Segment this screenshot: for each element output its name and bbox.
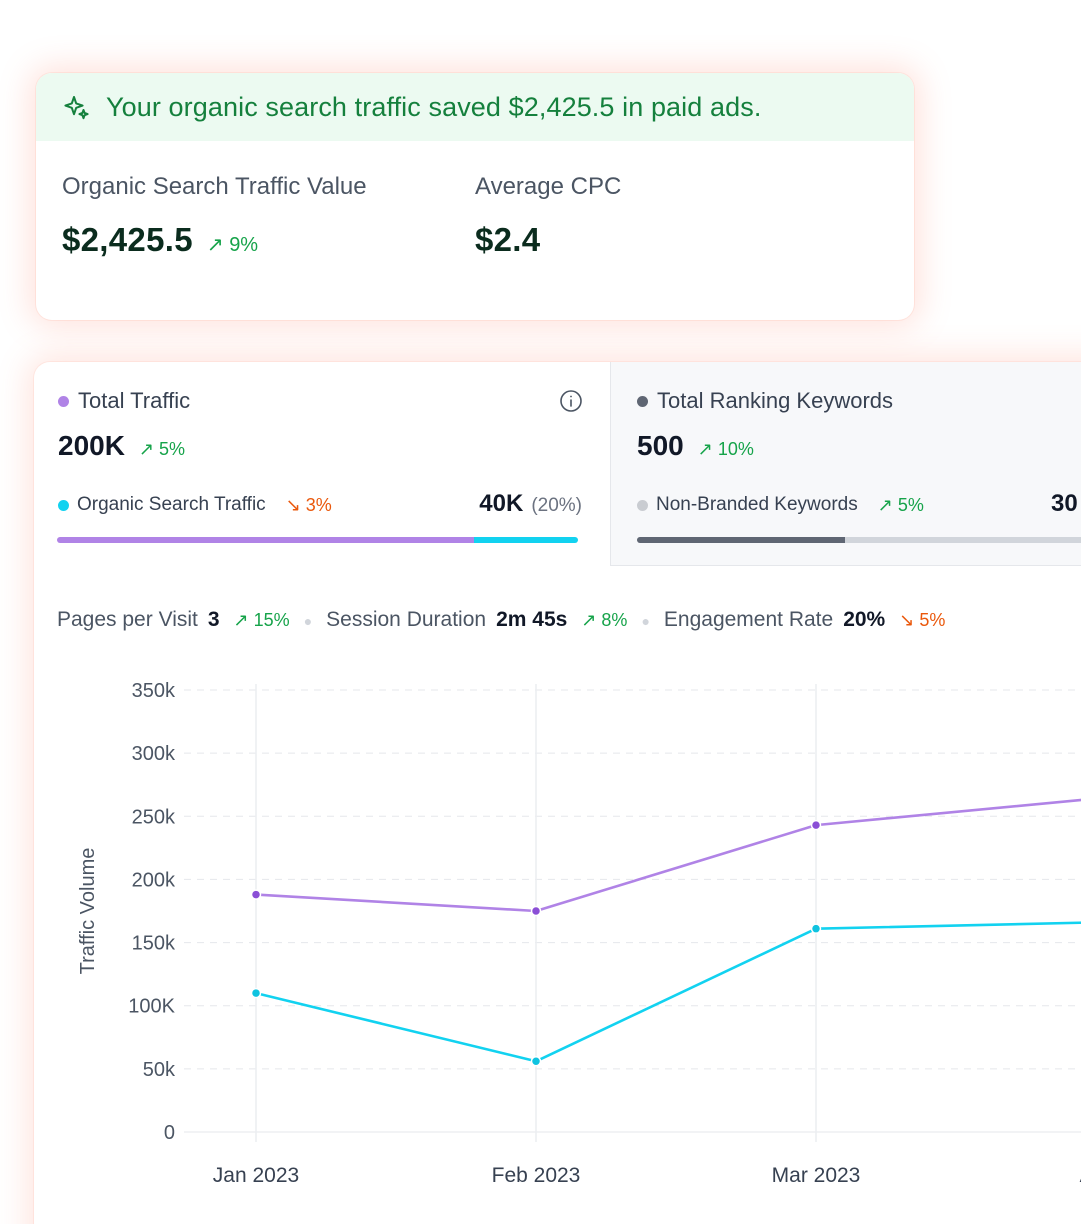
ranking-keywords-panel[interactable]: Total Ranking Keywords 500 ↗ 10% Non-Bra…: [610, 362, 1081, 566]
organic-traffic-bar-segment: [473, 537, 578, 543]
metric-label: Organic Search Traffic Value: [62, 173, 367, 200]
sub-metric-label: Non-Branded Keywords: [656, 494, 858, 515]
x-tick-label: Mar 2023: [772, 1164, 861, 1187]
traffic-line-chart: 0 50k 100K 150k 200k 250k 300k 350k Jan 2023 Feb …: [34, 662, 1081, 1224]
data-point: [530, 1056, 542, 1067]
traffic-value-card: Your organic search traffic saved $2,425…: [36, 73, 914, 320]
x-tick-label: Jan 2023: [213, 1164, 299, 1187]
sparkle-icon: [64, 96, 89, 120]
data-point: [250, 987, 262, 999]
arrow-up-right-icon: ↗: [697, 439, 713, 459]
metric-value: $2,425.5: [62, 221, 193, 258]
sub-metric-share: (20%): [531, 495, 582, 516]
panel-change: ↗ 5%: [138, 439, 186, 459]
keywords-legend-dot: [637, 395, 648, 407]
y-tick-label: 300k: [132, 743, 176, 765]
organic-traffic-value-metric: Organic Search Traffic Value $2,425.5 ↗ …: [62, 173, 367, 259]
stat-value: 3: [207, 608, 220, 631]
sub-metric-change: ↘ 3%: [285, 494, 332, 515]
traffic-chart-svg: 0 50k 100K 150k 200k 250k 300k 350k Jan 2023 Feb …: [77, 680, 1081, 1187]
stat-label: Pages per Visit: [57, 608, 198, 631]
y-tick-label: 250k: [132, 806, 176, 828]
data-point: [250, 889, 262, 900]
stat-value: 20%: [843, 608, 886, 631]
arrow-up-right-icon: ↗: [138, 439, 155, 459]
stat-change: ↗ 15%: [233, 610, 290, 630]
traffic-overview-card: Total Traffic 200K ↗ 5% Organic Search T…: [34, 362, 1081, 1224]
series-line-0: [255, 798, 1081, 913]
arrow-up-right-icon: ↗: [877, 494, 893, 515]
keywords-bar-segment: [637, 537, 845, 543]
arrow-down-right-icon: ↘: [285, 494, 301, 515]
y-tick-label: 0: [164, 1122, 175, 1144]
average-cpc-metric: Average CPC $2.4: [475, 173, 621, 259]
separator-dot: ●: [303, 613, 313, 629]
stat-change: ↗ 8%: [581, 610, 628, 630]
y-axis-label: Traffic Volume: [77, 848, 99, 975]
data-point: [810, 923, 822, 934]
keywords-share-bar: [637, 537, 1081, 543]
total-traffic-panel[interactable]: Total Traffic 200K ↗ 5% Organic Search T…: [34, 362, 610, 566]
stat-label: Engagement Rate: [663, 608, 834, 631]
info-icon[interactable]: [559, 389, 583, 413]
engagement-stats-row: Pages per Visit 3 ↗ 15% ● Session Durati…: [57, 608, 945, 632]
sub-metric-label: Organic Search Traffic: [77, 494, 266, 515]
stat-change: ↘ 5%: [899, 610, 946, 630]
y-tick-label: 350k: [132, 680, 176, 702]
sub-metric-change: ↗ 5%: [877, 494, 924, 515]
savings-banner: Your organic search traffic saved $2,425…: [36, 73, 914, 141]
traffic-share-bar: [57, 537, 578, 543]
panel-value: 500: [637, 430, 684, 461]
savings-banner-text: Your organic search traffic saved $2,425…: [106, 91, 762, 122]
y-tick-label: 150k: [132, 933, 176, 955]
data-point: [810, 819, 822, 831]
separator-dot: ●: [641, 613, 650, 629]
total-traffic-bar-segment: [57, 537, 474, 543]
non-branded-legend-dot: [637, 499, 648, 511]
stat-label: Session Duration: [326, 608, 487, 631]
panel-title: Total Traffic: [78, 388, 191, 413]
organic-traffic-legend-dot: [58, 499, 69, 511]
y-tick-label: 100K: [128, 996, 175, 1018]
metric-change: ↗ 9%: [206, 234, 259, 256]
panel-title: Total Ranking Keywords: [657, 388, 894, 413]
metric-value: $2.4: [475, 221, 541, 258]
sub-metric-value: 40K: [479, 490, 524, 517]
series-line-1: [255, 921, 1081, 1063]
arrow-up-right-icon: ↗: [581, 610, 597, 630]
stat-value: 2m 45s: [496, 608, 568, 631]
data-point: [530, 905, 542, 917]
arrow-up-right-icon: ↗: [233, 610, 249, 630]
arrow-up-right-icon: ↗: [206, 234, 224, 256]
x-tick-label: Apr: [1080, 1164, 1081, 1187]
sub-metric-value: 30: [1051, 490, 1078, 517]
y-tick-label: 50k: [143, 1059, 176, 1081]
panel-value: 200K: [58, 430, 125, 461]
x-tick-label: Feb 2023: [492, 1164, 581, 1187]
y-tick-label: 200k: [132, 869, 176, 891]
arrow-down-right-icon: ↘: [899, 610, 915, 630]
total-traffic-legend-dot: [58, 395, 69, 407]
panel-change: ↗ 10%: [697, 439, 754, 459]
metric-label: Average CPC: [475, 173, 622, 200]
